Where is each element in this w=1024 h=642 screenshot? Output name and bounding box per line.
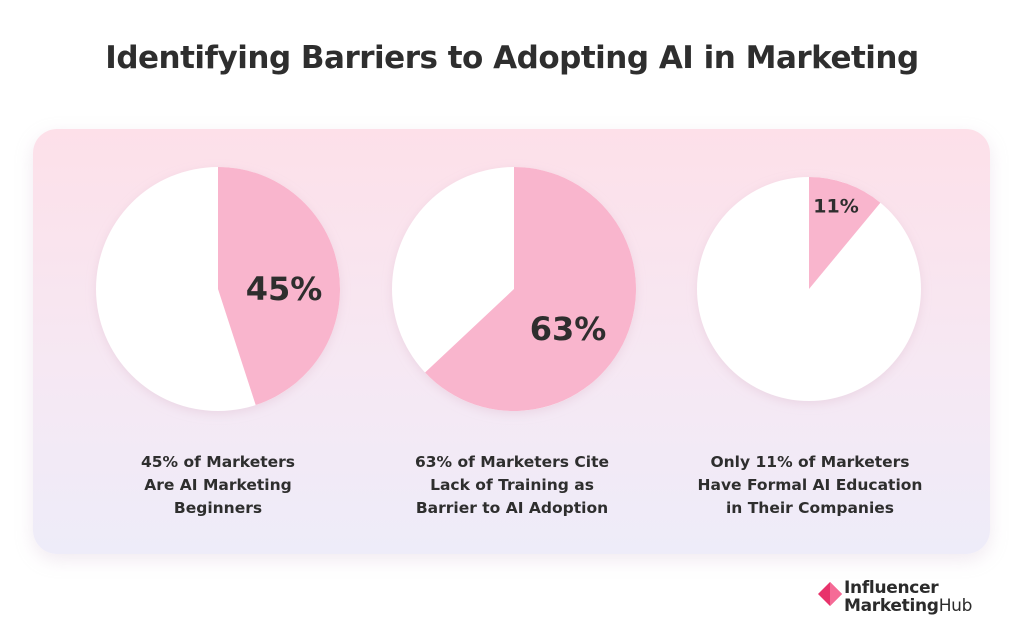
caption-line: Barrier to AI Adoption (415, 499, 609, 517)
pie-3-highlight-slice (809, 177, 881, 289)
pie-3: 11% (697, 177, 921, 401)
pie-3-value-label: 11% (813, 196, 858, 218)
caption-line: Have Formal AI Education (697, 476, 923, 494)
logo-line-2: MarketingHub (844, 596, 972, 616)
pie-1-highlight-slice (218, 167, 340, 406)
pie-2-value-label: 63% (530, 310, 607, 348)
caption-line: 63% of Marketers Cite (414, 453, 609, 471)
caption-pie-2: 63% of Marketers Cite Lack of Training a… (387, 451, 637, 520)
pie-1: 45% (96, 167, 340, 411)
pie-2: 63% (392, 167, 636, 411)
influencer-marketing-hub-logo: Influencer MarketingHub (818, 578, 978, 618)
caption-line: Beginners (173, 499, 263, 517)
logo-line-2-regular: Hub (938, 596, 973, 616)
logo-line-1: Influencer (844, 578, 939, 598)
caption-line: 45% of Marketers (140, 453, 295, 471)
caption-line: in Their Companies (725, 499, 895, 517)
caption-pie-3: Only 11% of Marketers Have Formal AI Edu… (685, 451, 935, 520)
caption-line: Lack of Training as (430, 476, 594, 494)
pie-1-value-label: 45% (246, 270, 323, 308)
logo-line-2-bold: Marketing (844, 596, 939, 616)
caption-line: Are AI Marketing (144, 476, 292, 494)
logo-mark-icon (818, 582, 842, 606)
pie-2-highlight-slice (425, 167, 636, 411)
caption-pie-1: 45% of Marketers Are AI Marketing Beginn… (93, 451, 343, 520)
chart-title: Identifying Barriers to Adopting AI in M… (105, 40, 919, 76)
caption-line: Only 11% of Marketers (710, 453, 910, 471)
